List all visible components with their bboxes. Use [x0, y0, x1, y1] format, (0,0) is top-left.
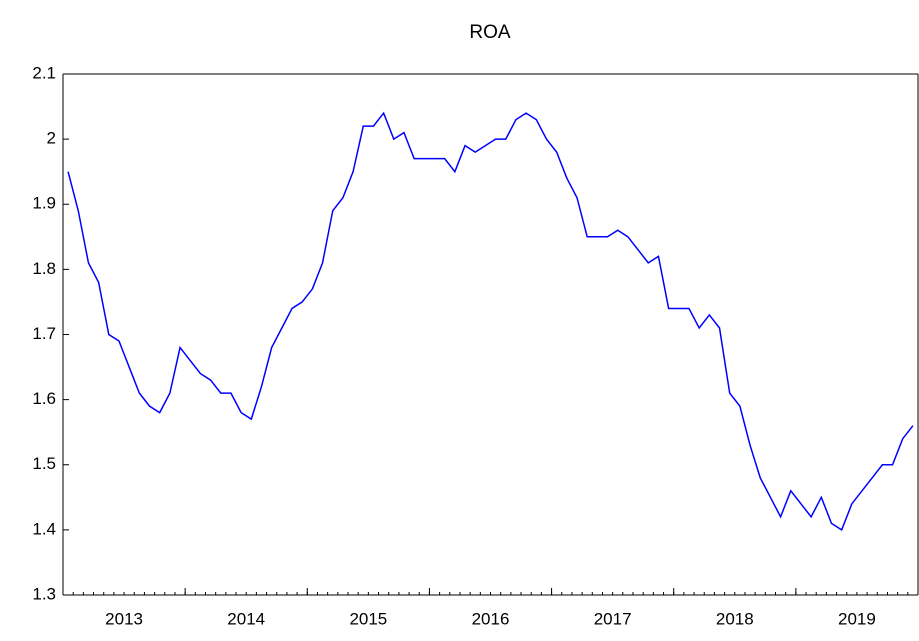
x-tick-label: 2014 — [227, 609, 265, 628]
y-tick-label: 1.7 — [32, 324, 56, 343]
y-tick-label: 1.4 — [32, 519, 56, 538]
x-tick-label: 2018 — [716, 609, 754, 628]
chart-title: ROA — [469, 22, 511, 43]
y-tick-label: 2 — [47, 129, 56, 148]
y-tick-label: 2.1 — [32, 63, 56, 82]
y-tick-label: 1.9 — [32, 194, 56, 213]
x-tick-label: 2017 — [594, 609, 632, 628]
x-tick-label: 2019 — [838, 609, 876, 628]
frame — [62, 73, 919, 596]
y-tick-label: 1.6 — [32, 389, 56, 408]
y-tick-label: 1.3 — [32, 584, 56, 603]
x-tick-label: 2015 — [349, 609, 387, 628]
y-tick-label: 1.5 — [32, 454, 56, 473]
y-tick-label: 1.8 — [32, 259, 56, 278]
x-tick-label: 2013 — [105, 609, 143, 628]
series-line — [67, 111, 914, 532]
x-tick-label: 2016 — [472, 609, 510, 628]
